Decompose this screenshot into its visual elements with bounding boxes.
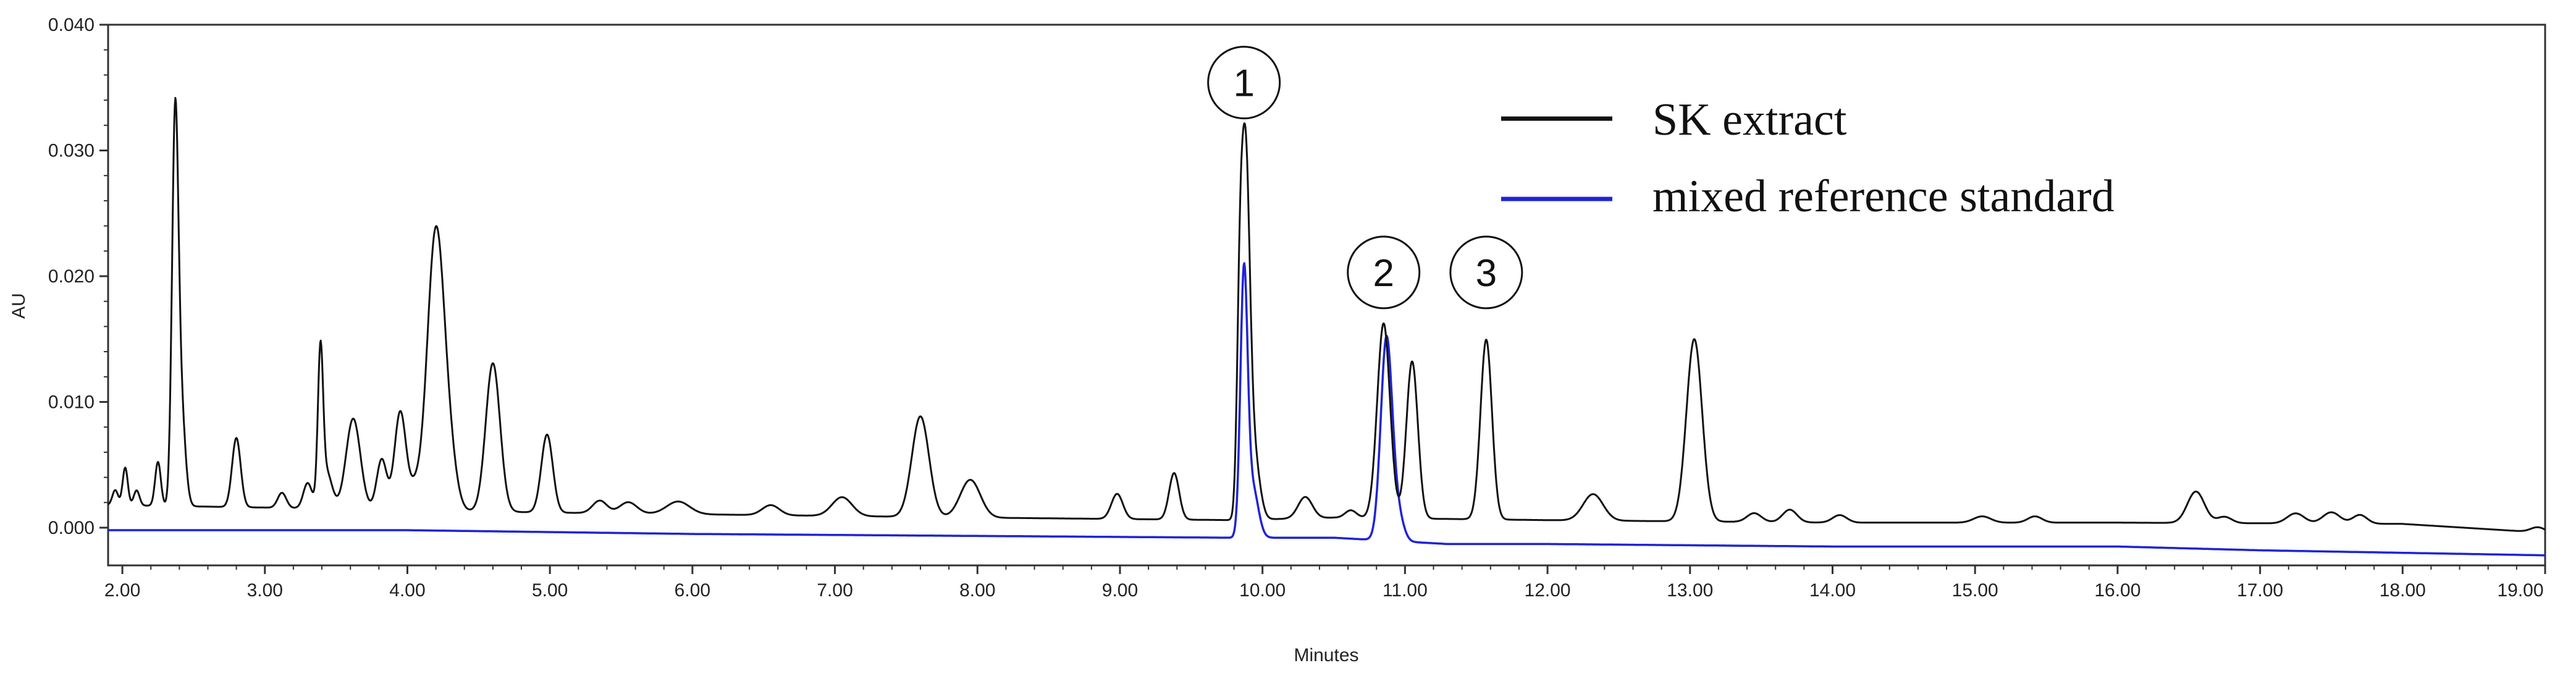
y-tick-label: 0.010 bbox=[48, 392, 95, 412]
x-tick-label: 4.00 bbox=[389, 580, 425, 601]
series-line-sk-extract bbox=[107, 96, 2546, 532]
plot-area bbox=[107, 23, 2546, 567]
series-line-mixed-reference-standard bbox=[107, 262, 2546, 557]
x-tick-label: 19.00 bbox=[2497, 580, 2543, 601]
x-tick-label: 17.00 bbox=[2237, 580, 2283, 601]
peak-marker-circle bbox=[1207, 46, 1281, 120]
x-tick-label: 14.00 bbox=[1809, 580, 1856, 601]
y-tick-label: 0.000 bbox=[48, 518, 95, 538]
legend: SK extract mixed reference standard bbox=[1501, 95, 2115, 222]
y-axis-label: AU bbox=[9, 293, 29, 319]
x-tick-label: 2.00 bbox=[104, 580, 140, 601]
y-axis: 0.000 0.010 0.020 0.030 0.040 bbox=[48, 15, 108, 538]
x-tick-label: 13.00 bbox=[1667, 580, 1713, 601]
x-tick-label: 12.00 bbox=[1525, 580, 1571, 601]
x-tick-label: 10.00 bbox=[1239, 580, 1286, 601]
peak-marker-circle bbox=[1347, 235, 1421, 310]
legend-label-sk-extract: SK extract bbox=[1652, 95, 1847, 145]
x-axis: 2.00 3.00 4.00 5.00 6.00 7.00 8.00 9.00 10.00 11.… bbox=[104, 565, 2546, 601]
x-tick-label: 9.00 bbox=[1102, 580, 1138, 601]
x-axis-label: Minutes bbox=[1294, 645, 1358, 665]
y-tick-label: 0.040 bbox=[48, 15, 95, 35]
x-tick-label: 18.00 bbox=[2380, 580, 2426, 601]
x-tick-label: 6.00 bbox=[675, 580, 710, 601]
x-tick-label: 8.00 bbox=[959, 580, 995, 601]
peak-marker-circle bbox=[1449, 235, 1523, 310]
x-tick-label: 7.00 bbox=[817, 580, 852, 601]
x-tick-label: 11.00 bbox=[1383, 580, 1428, 601]
y-tick-label: 0.030 bbox=[48, 140, 95, 161]
series-layer bbox=[107, 96, 2546, 557]
x-tick-label: 5.00 bbox=[532, 580, 568, 601]
y-tick-label: 0.020 bbox=[48, 266, 95, 287]
peak-marker-label: 2 bbox=[1373, 252, 1394, 295]
x-tick-label: 16.00 bbox=[2094, 580, 2140, 601]
peak-marker-label: 3 bbox=[1476, 252, 1497, 295]
peak-annotations: 1 2 3 bbox=[1207, 46, 1523, 310]
x-tick-label: 15.00 bbox=[1952, 580, 1998, 601]
legend-label-mixed-reference-standard: mixed reference standard bbox=[1652, 171, 2115, 222]
peak-marker-label: 1 bbox=[1233, 62, 1254, 105]
x-tick-label: 3.00 bbox=[247, 580, 283, 601]
